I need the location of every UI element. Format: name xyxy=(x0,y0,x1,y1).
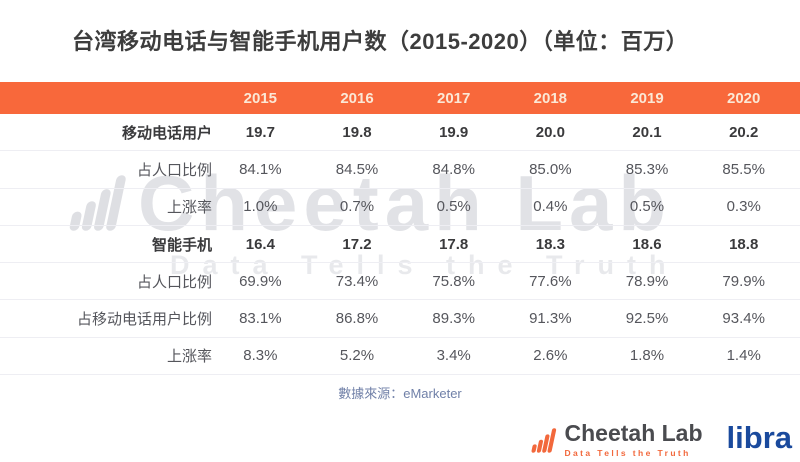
cell-value: 18.3 xyxy=(535,235,565,253)
cell-value: 1.8% xyxy=(629,347,665,365)
cell-value: 78.9% xyxy=(625,272,669,290)
cell-value: 20.0 xyxy=(535,123,565,141)
cell-value: 84.1% xyxy=(239,160,282,178)
cell-value: 2.6% xyxy=(533,347,568,365)
cell-value: 89.3% xyxy=(432,310,475,328)
cell-value: 19.9 xyxy=(439,123,469,141)
cell-value: 0.5% xyxy=(436,198,471,216)
cell-value: 0.4% xyxy=(533,198,568,216)
cell-value: 85.3% xyxy=(625,160,669,178)
cell-value: 5.2% xyxy=(339,347,375,365)
cell-value: 85.0% xyxy=(529,160,572,178)
table-row: 占人口比例 69.9% 73.4% 75.8% 77.6% 78.9% 79.9… xyxy=(0,263,800,301)
cheetah-lab-logo: Cheetah Lab Data Tells the Truth xyxy=(529,422,703,458)
cell-value: 1.4% xyxy=(726,347,761,365)
cell-value: 92.5% xyxy=(625,310,669,328)
row-label: 上涨率 xyxy=(166,348,212,366)
cell-value: 0.5% xyxy=(629,198,665,216)
cell-value: 0.7% xyxy=(339,198,375,216)
cell-value: 8.3% xyxy=(243,347,278,365)
cell-value: 77.6% xyxy=(529,272,572,290)
cell-value: 73.4% xyxy=(335,272,379,290)
cell-value: 86.8% xyxy=(335,310,379,328)
table-row: 占移动电话用户比例 83.1% 86.8% 89.3% 91.3% 92.5% … xyxy=(0,300,800,338)
cell-value: 18.6 xyxy=(632,235,662,253)
cell-value: 1.0% xyxy=(243,198,278,216)
cell-value: 91.3% xyxy=(529,310,572,328)
year-header-2020: 2020 xyxy=(727,89,761,107)
cell-value: 18.8 xyxy=(729,235,759,253)
row-label: 移动电话用户 xyxy=(121,124,212,142)
table-header-row: 2015 2016 2017 2018 2019 2020 xyxy=(0,82,800,114)
cell-value: 83.1% xyxy=(239,310,282,328)
table-row: 占人口比例 84.1% 84.5% 84.8% 85.0% 85.3% 85.5… xyxy=(0,151,800,189)
row-label: 上涨率 xyxy=(166,199,212,217)
table-row: 智能手机 16.4 17.2 17.8 18.3 18.6 18.8 xyxy=(0,226,800,264)
cell-value: 79.9% xyxy=(722,272,765,290)
cheetah-lab-tagline: Data Tells the Truth xyxy=(564,448,691,458)
cell-value: 75.8% xyxy=(432,272,475,290)
year-header-2019: 2019 xyxy=(630,89,664,107)
table-body: 移动电话用户 19.7 19.8 19.9 20.0 20.1 20.2 占人口… xyxy=(0,114,800,376)
year-header-2018: 2018 xyxy=(533,89,568,107)
cell-value: 85.5% xyxy=(722,160,765,178)
table-row: 移动电话用户 19.7 19.8 19.9 20.0 20.1 20.2 xyxy=(0,114,800,152)
footer-logos: Cheetah Lab Data Tells the Truth libra xyxy=(529,420,792,458)
cell-value: 19.7 xyxy=(245,123,275,141)
cell-value: 20.2 xyxy=(729,123,759,141)
cell-value: 84.8% xyxy=(432,160,475,178)
cell-value: 69.9% xyxy=(239,272,282,290)
cell-value: 3.4% xyxy=(436,347,471,365)
cell-value: 16.4 xyxy=(245,235,275,253)
cheetah-lab-wordmark: Cheetah Lab xyxy=(564,420,703,446)
row-label: 占人口比例 xyxy=(136,161,212,179)
cell-value: 0.3% xyxy=(726,198,761,216)
year-header-2015: 2015 xyxy=(243,89,278,107)
row-label: 占移动电话用户比例 xyxy=(76,311,212,329)
cell-value: 19.8 xyxy=(342,123,372,141)
cell-value: 20.1 xyxy=(632,123,662,141)
data-source-note: 數據來源：eMarketer xyxy=(338,386,462,401)
cell-value: 17.2 xyxy=(342,235,372,253)
cell-value: 17.8 xyxy=(439,235,469,253)
year-header-2016: 2016 xyxy=(340,89,374,107)
bar-chart-icon xyxy=(531,427,556,453)
row-label: 占人口比例 xyxy=(136,273,212,291)
year-header-2017: 2017 xyxy=(436,89,471,107)
table-row: 上涨率 8.3% 5.2% 3.4% 2.6% 1.8% 1.4% xyxy=(0,338,800,376)
cell-value: 93.4% xyxy=(722,310,765,328)
page-title: 台湾移动电话与智能手机用户数（2015-2020）（单位：百万） xyxy=(72,29,689,54)
libra-wordmark: libra xyxy=(726,420,792,455)
row-label: 智能手机 xyxy=(151,236,212,254)
cell-value: 84.5% xyxy=(335,160,379,178)
table-row: 上涨率 1.0% 0.7% 0.5% 0.4% 0.5% 0.3% xyxy=(0,189,800,226)
data-table: 2015 2016 2017 2018 2019 2020 移动电话用户 19.… xyxy=(0,82,800,376)
